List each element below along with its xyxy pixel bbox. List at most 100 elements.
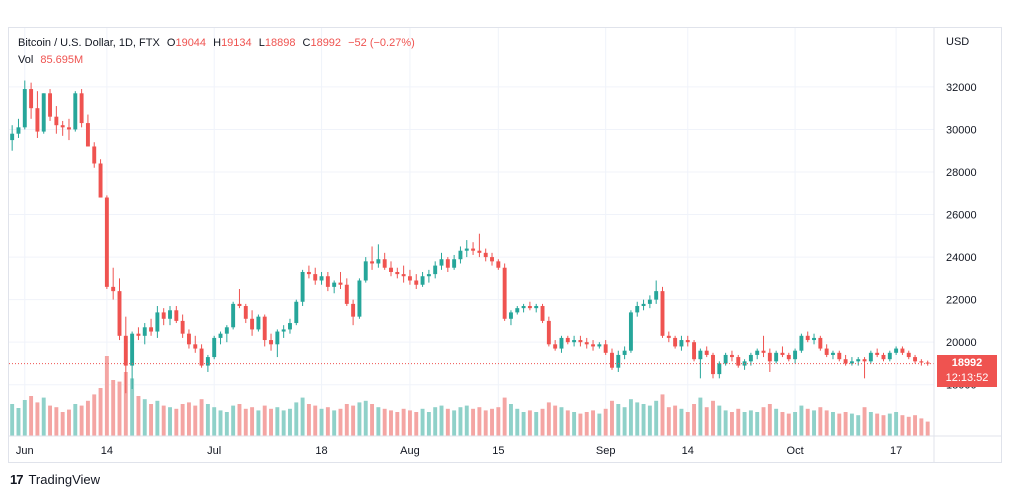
volume-bar (186, 402, 191, 436)
volume-bar (389, 410, 393, 436)
candle-body (85, 123, 90, 147)
candle-body (243, 306, 248, 319)
candle-body (262, 316, 267, 341)
candle-body (250, 318, 255, 330)
candle-body (515, 308, 520, 313)
candle-body (597, 344, 602, 347)
candle-body (294, 301, 299, 324)
candle-body (849, 361, 854, 364)
volume-bar (509, 404, 513, 436)
candle-body (767, 352, 772, 362)
volume-bar (887, 413, 892, 436)
volume-bar (496, 407, 501, 436)
volume-bar (647, 405, 652, 436)
volume-bar (269, 408, 273, 436)
volume-bar (628, 399, 633, 436)
price-tick-label: 24000 (946, 252, 977, 264)
tradingview-logo-icon: 17 (10, 472, 24, 487)
currency-label: USD (946, 36, 969, 48)
volume-bar (843, 412, 848, 436)
candle-body (332, 282, 337, 287)
open-value: 19044 (175, 37, 207, 49)
volume-bar (351, 405, 356, 436)
volume-bar (117, 381, 122, 436)
candle-body (136, 333, 141, 336)
volume-bar (849, 413, 854, 436)
candle-body (692, 342, 697, 360)
candle-body (10, 133, 15, 141)
volume-bar (837, 413, 842, 436)
volume-bar (458, 407, 463, 436)
volume-bars (10, 356, 930, 436)
volume-bar (168, 407, 172, 436)
time-axis[interactable]: Jun 14 Jul 18 Aug 15 Sep 14 Oct 17 (16, 445, 902, 457)
candle-body (433, 265, 438, 275)
bar-countdown: 12:13:52 (945, 371, 989, 384)
volume-label[interactable]: Vol (18, 54, 34, 66)
volume-bar (104, 356, 109, 436)
volume-bar (679, 408, 684, 436)
candle-body (887, 352, 892, 360)
candle-body (288, 323, 292, 330)
volume-bar (591, 410, 596, 436)
volume-bar (376, 407, 381, 436)
candle-body (395, 271, 400, 275)
volume-bar (471, 408, 476, 436)
candle-body (906, 352, 911, 358)
volume-bar (919, 418, 924, 436)
volume-bar (149, 404, 154, 436)
candle-body (679, 340, 684, 347)
candle-body (357, 280, 362, 317)
volume-bar (490, 408, 494, 436)
candle-body (818, 337, 823, 349)
price-tick-label: 22000 (946, 295, 977, 307)
volume-bar (10, 404, 15, 436)
chart-legend: Bitcoin / U.S. Dollar, 1D, FTX O19044 H1… (18, 35, 415, 69)
candle-body (673, 337, 678, 347)
volume-bar (521, 412, 526, 436)
volume-bar (433, 407, 438, 436)
candle-body (616, 354, 621, 368)
candle-body (174, 310, 179, 321)
candle-body (73, 93, 78, 130)
volume-bar (212, 407, 217, 436)
volume-bar (711, 400, 715, 436)
volume-bar (199, 399, 204, 436)
candle-body (900, 348, 905, 353)
volume-bar (370, 404, 375, 436)
volume-bar (243, 408, 248, 436)
volume-bar (250, 407, 255, 436)
volume-bar (641, 404, 646, 436)
candle-body (831, 352, 835, 355)
volume-bar (572, 412, 577, 436)
candle-body (35, 108, 40, 132)
tradingview-brand[interactable]: 17 TradingView (10, 472, 100, 487)
open-label: O (166, 37, 176, 49)
close-value: 18992 (310, 37, 342, 49)
volume-bar (256, 410, 261, 436)
volume-bar (527, 410, 532, 436)
candle-body (761, 350, 766, 353)
candle-body (868, 352, 873, 362)
candle-body (565, 337, 570, 343)
price-axis[interactable]: 1800020000220002400026000280003000032000 (946, 82, 977, 392)
candle-body (445, 259, 450, 268)
price-tick-label: 20000 (946, 337, 977, 349)
time-tick-label: Sep (596, 445, 616, 457)
volume-bar (546, 402, 551, 436)
volume-bar (237, 404, 242, 436)
candle-body (572, 340, 577, 343)
price-tick-label: 28000 (946, 167, 977, 179)
volume-bar (786, 413, 791, 436)
candle-body (748, 354, 753, 362)
symbol-title[interactable]: Bitcoin / U.S. Dollar, 1D, FTX (18, 37, 160, 49)
volume-bar (742, 412, 747, 436)
volume-bar (502, 397, 507, 436)
candle-body (149, 327, 154, 332)
candle-body (584, 342, 589, 345)
volume-bar (597, 413, 602, 436)
candle-body (325, 276, 330, 287)
candle-body (218, 333, 223, 338)
volume-bar (420, 408, 425, 436)
